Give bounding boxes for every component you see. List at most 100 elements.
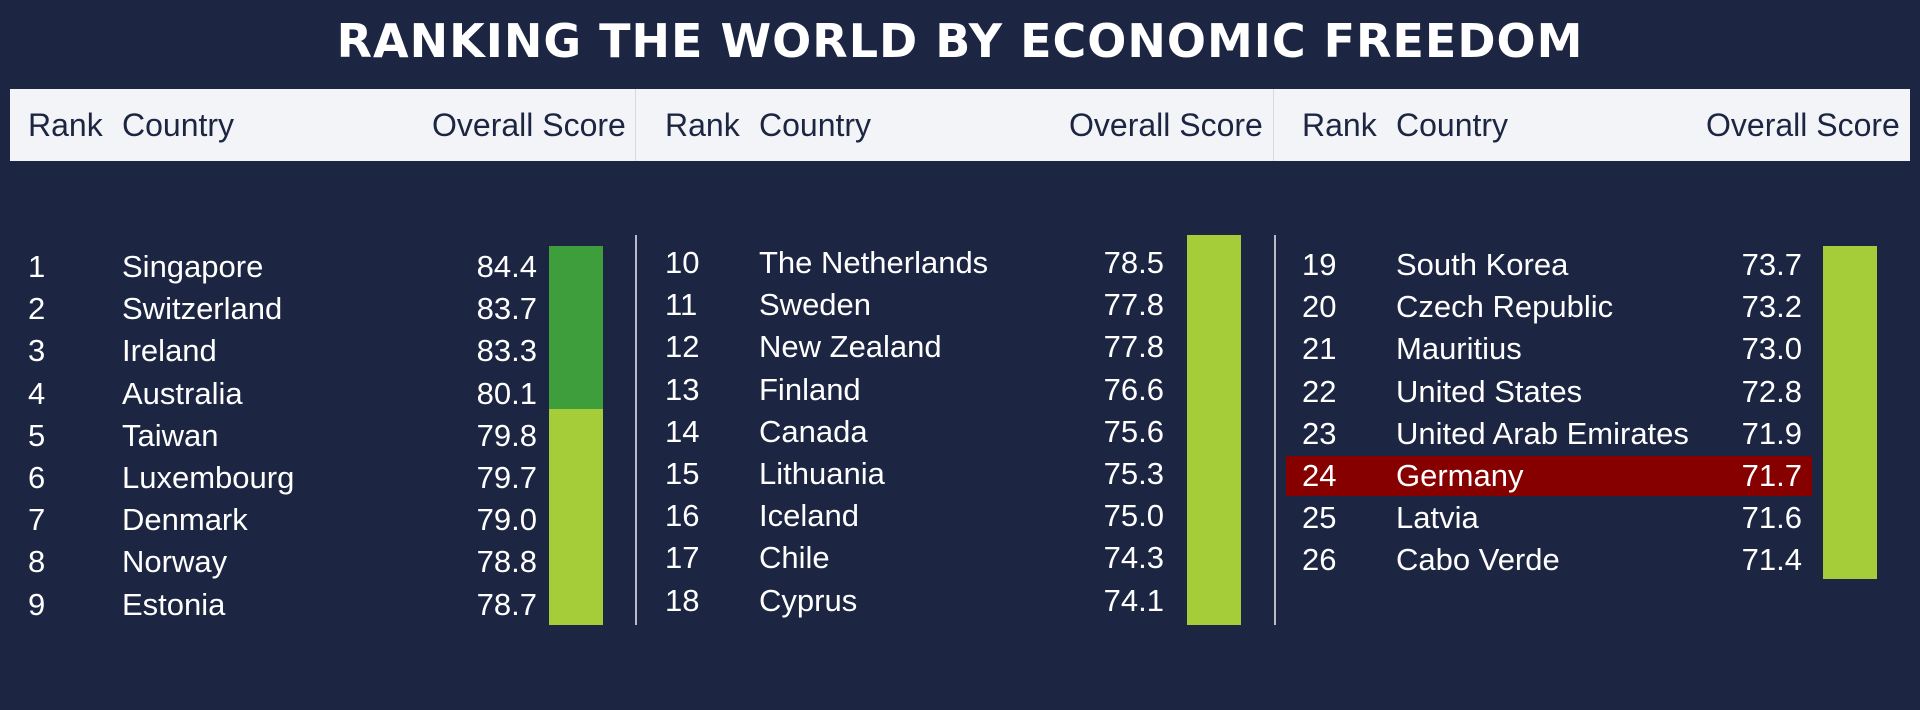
rank-cell: 7 bbox=[28, 502, 46, 538]
score-cell: 73.2 bbox=[1741, 289, 1802, 325]
score-cell: 83.7 bbox=[476, 291, 537, 327]
rank-cell: 15 bbox=[665, 456, 700, 491]
table-row: 10 The Netherlands 78.5 bbox=[647, 243, 1174, 283]
bottom-margin bbox=[0, 626, 1920, 710]
score-cell: 71.6 bbox=[1741, 500, 1802, 536]
table-row: 6 Luxembourg 79.7 bbox=[10, 458, 547, 498]
header-score: Overall Score bbox=[1706, 107, 1900, 143]
country-cell: New Zealand bbox=[759, 329, 942, 365]
country-cell: United Arab Emirates bbox=[1396, 415, 1689, 451]
rank-cell: 1 bbox=[28, 249, 46, 284]
column-divider bbox=[1274, 235, 1276, 625]
rank-cell: 20 bbox=[1302, 289, 1337, 325]
table-row: 8 Norway 78.8 bbox=[10, 542, 547, 582]
table-header: Rank Country Overall Score Rank Country … bbox=[10, 89, 1910, 161]
header-country: Country bbox=[122, 107, 235, 143]
rank-cell: 11 bbox=[665, 287, 698, 323]
rank-cell: 2 bbox=[28, 291, 46, 327]
table-row: 3 Ireland 83.3 bbox=[10, 331, 547, 371]
header-country: Country bbox=[759, 107, 872, 143]
header-score: Overall Score bbox=[1069, 107, 1263, 143]
score-cell: 83.3 bbox=[476, 333, 537, 369]
rank-cell: 19 bbox=[1302, 247, 1337, 282]
table-row: 15 Lithuania 75.3 bbox=[647, 454, 1174, 494]
rank-cell: 13 bbox=[665, 371, 700, 407]
table-row: 19 South Korea 73.7 bbox=[1286, 245, 1812, 285]
rank-cell: 16 bbox=[665, 498, 700, 534]
country-cell: Canada bbox=[759, 413, 868, 449]
table-row: 23 United Arab Emirates 71.9 bbox=[1286, 414, 1812, 454]
column-divider bbox=[635, 235, 637, 625]
score-cell: 78.8 bbox=[476, 544, 537, 580]
table-row: 4 Australia 80.1 bbox=[10, 374, 547, 414]
score-cell: 78.7 bbox=[476, 586, 537, 622]
score-cell: 79.8 bbox=[476, 417, 537, 453]
country-cell: Taiwan bbox=[122, 417, 219, 453]
header-country: Country bbox=[1396, 107, 1509, 143]
score-cell: 75.0 bbox=[1103, 498, 1164, 534]
country-cell: Iceland bbox=[759, 498, 859, 534]
rank-cell: 25 bbox=[1302, 500, 1337, 536]
country-cell: Chile bbox=[759, 540, 830, 576]
table-row: 17 Chile 74.3 bbox=[647, 538, 1174, 578]
score-cell: 74.3 bbox=[1103, 540, 1164, 576]
score-cell: 77.8 bbox=[1103, 287, 1164, 323]
table-row: 16 Iceland 75.0 bbox=[647, 496, 1174, 536]
table-row: 18 Cyprus 74.1 bbox=[647, 581, 1174, 621]
rank-cell: 9 bbox=[28, 586, 46, 622]
score-cell: 84.4 bbox=[476, 249, 537, 284]
header-score: Overall Score bbox=[432, 107, 626, 143]
score-cell: 75.6 bbox=[1103, 413, 1164, 449]
table-row: 26 Cabo Verde 71.4 bbox=[1286, 540, 1812, 580]
header-divider bbox=[1273, 89, 1274, 161]
rank-cell: 17 bbox=[665, 540, 700, 576]
table-row: 11 Sweden 77.8 bbox=[647, 285, 1174, 325]
score-cell: 73.0 bbox=[1741, 331, 1802, 367]
table-row: 1 Singapore 84.4 bbox=[10, 247, 547, 287]
rank-cell: 26 bbox=[1302, 542, 1337, 578]
country-cell: Sweden bbox=[759, 287, 872, 323]
score-cell: 77.8 bbox=[1103, 329, 1164, 365]
score-cell: 73.7 bbox=[1741, 247, 1802, 282]
score-category-bar bbox=[549, 409, 603, 625]
score-cell: 71.9 bbox=[1741, 415, 1802, 451]
rank-cell: 12 bbox=[665, 329, 700, 365]
country-cell: Norway bbox=[122, 544, 228, 580]
country-cell: Denmark bbox=[122, 502, 248, 538]
country-cell: Singapore bbox=[122, 249, 264, 284]
score-cell: 80.1 bbox=[476, 375, 537, 411]
score-cell: 72.8 bbox=[1741, 373, 1802, 409]
country-cell: South Korea bbox=[1396, 247, 1569, 282]
rank-cell: 14 bbox=[665, 413, 700, 449]
rank-cell: 21 bbox=[1302, 331, 1337, 367]
rank-cell: 3 bbox=[28, 333, 46, 369]
score-cell: 71.7 bbox=[1741, 458, 1802, 493]
table-row: 9 Estonia 78.7 bbox=[10, 585, 547, 625]
rank-cell: 4 bbox=[28, 375, 46, 411]
table-row: 22 United States 72.8 bbox=[1286, 372, 1812, 412]
rank-cell: 18 bbox=[665, 582, 700, 618]
rank-cell: 23 bbox=[1302, 415, 1337, 451]
table-row: 20 Czech Republic 73.2 bbox=[1286, 287, 1812, 327]
score-category-bar bbox=[1823, 246, 1877, 579]
rank-cell: 8 bbox=[28, 544, 46, 580]
header-rank: Rank bbox=[665, 107, 740, 143]
header-rank: Rank bbox=[1302, 107, 1377, 143]
rank-cell: 5 bbox=[28, 417, 46, 453]
table-row: 21 Mauritius 73.0 bbox=[1286, 329, 1812, 369]
table-row: 25 Latvia 71.6 bbox=[1286, 498, 1812, 538]
table-row-highlighted: 24 Germany 71.7 bbox=[1286, 456, 1812, 496]
score-category-bar bbox=[1187, 235, 1241, 625]
rank-cell: 6 bbox=[28, 460, 46, 495]
country-cell: Cyprus bbox=[759, 582, 858, 618]
page-title: RANKING THE WORLD BY ECONOMIC FREEDOM bbox=[336, 14, 1584, 68]
rank-cell: 22 bbox=[1302, 373, 1337, 409]
country-cell: Lithuania bbox=[759, 456, 885, 491]
country-cell: Estonia bbox=[122, 586, 226, 622]
score-cell: 79.0 bbox=[476, 502, 537, 538]
score-category-bar bbox=[549, 246, 603, 409]
header-rank: Rank bbox=[28, 107, 103, 143]
header-divider bbox=[635, 89, 636, 161]
country-cell: Cabo Verde bbox=[1396, 542, 1560, 578]
country-cell: Ireland bbox=[122, 333, 217, 369]
